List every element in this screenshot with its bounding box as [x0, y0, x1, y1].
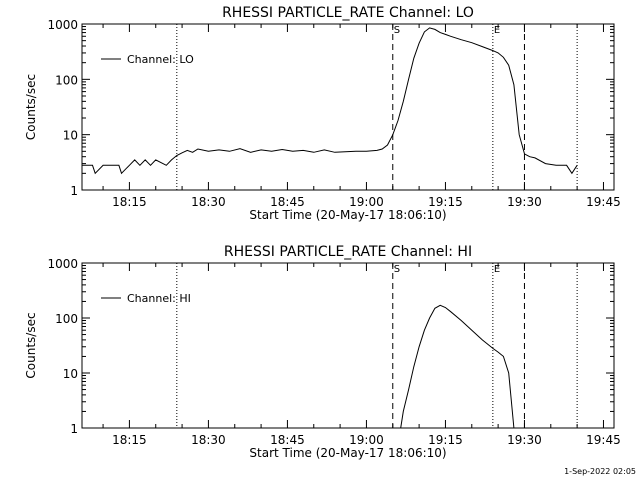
- c1-marker-e: E: [494, 264, 500, 275]
- c1-x-tick-label: 18:30: [191, 433, 226, 447]
- c0-series-line: [82, 27, 578, 175]
- c0-plot-frame: [81, 23, 615, 191]
- c0-x-tick-label: 18:30: [191, 195, 226, 209]
- c0-x-tick-label: 19:30: [507, 195, 542, 209]
- c1-x-axis-label: Start Time (20-May-17 18:06:10): [249, 446, 446, 460]
- c1-x-tick-label: 19:00: [349, 433, 384, 447]
- c0-y-tick-label: 100: [55, 73, 78, 87]
- chart-hi-channel: RHESSI PARTICLE_RATE Channel: HI 1 10 100 10…: [24, 244, 621, 460]
- c1-title: RHESSI PARTICLE_RATE Channel: HI: [224, 244, 472, 260]
- chart-lo-channel: RHESSI PARTICLE_RATE Channel: LO 1 10 100 10…: [24, 5, 621, 222]
- c0-y-tick-label: 10: [63, 129, 78, 143]
- c1-x-tick-label: 18:15: [112, 433, 147, 447]
- c0-y-tick-label: 1000: [47, 18, 78, 32]
- c0-x-tick-label: 19:15: [428, 195, 463, 209]
- c1-marker-s: S: [394, 264, 400, 275]
- c1-plot-frame: [81, 262, 615, 429]
- c1-y-tick-label: 1: [70, 422, 78, 436]
- c1-x-tick-label: 18:45: [270, 433, 305, 447]
- c1-x-tick-label: 19:45: [586, 433, 621, 447]
- c0-x-tick-label: 19:45: [586, 195, 621, 209]
- c0-x-tick-label: 18:45: [270, 195, 305, 209]
- c0-marker-s: S: [394, 25, 400, 36]
- c1-y-axis-label: Counts/sec: [24, 312, 38, 378]
- c1-x-tick-label: 19:30: [507, 433, 542, 447]
- c0-x-tick-label: 18:15: [112, 195, 147, 209]
- c0-y-tick-label: 1: [70, 184, 78, 198]
- c1-x-tick-label: 19:15: [428, 433, 463, 447]
- c0-x-axis-label: Start Time (20-May-17 18:06:10): [249, 208, 446, 222]
- c1-y-tick-label: 10: [63, 367, 78, 381]
- c0-legend-label: Channel: LO: [127, 53, 194, 66]
- c1-y-tick-label: 1000: [47, 257, 78, 271]
- c0-marker-e: E: [494, 25, 500, 36]
- c1-y-tick-label: 100: [55, 312, 78, 326]
- c1-series-line: [400, 304, 515, 429]
- c0-y-axis-label: Counts/sec: [24, 74, 38, 140]
- footer-date: 1-Sep-2022 02:05: [564, 467, 636, 476]
- c1-legend-label: Channel: HI: [127, 292, 191, 305]
- c0-title: RHESSI PARTICLE_RATE Channel: LO: [222, 5, 474, 21]
- c0-x-tick-label: 19:00: [349, 195, 384, 209]
